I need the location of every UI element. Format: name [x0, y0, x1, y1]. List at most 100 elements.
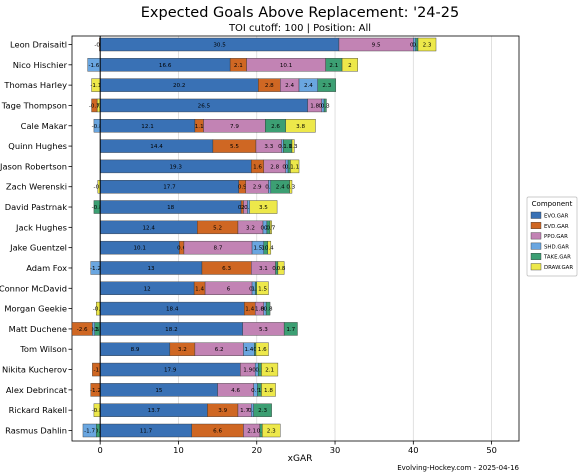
segment-value-label: 3.2: [178, 347, 187, 353]
player-label: Tage Thompson: [1, 100, 67, 110]
bar-segment: [262, 423, 281, 438]
player-label: Jack Hughes: [15, 222, 67, 232]
segment-value-label: 7.9: [230, 124, 239, 130]
segment-value-label: 1.5: [258, 286, 267, 292]
segment-value-label: 1.9: [243, 368, 252, 374]
segment-value-label: 2.8: [265, 83, 274, 89]
bar-segment: [285, 119, 316, 133]
legend-entry: EVD.GAR: [544, 224, 569, 230]
segment-value-label: 19.3: [169, 164, 182, 170]
bar-segment: [265, 301, 271, 316]
segment-value-label: -0.7: [89, 103, 100, 109]
segment-value-label: 10.1: [133, 246, 146, 252]
x-axis-label: xGAR: [288, 454, 313, 464]
player-label: Leon Draisaitl: [10, 40, 67, 50]
bar-segment: [82, 423, 97, 438]
segment-value-label: 2.1: [265, 368, 274, 374]
bar-segment: [261, 362, 279, 377]
segment-value-label: 0.2: [278, 144, 287, 150]
segment-value-label: -1.2: [90, 388, 101, 394]
player-label: Rasmus Dahlin: [5, 426, 67, 436]
plot-frame: [71, 35, 520, 442]
segment-value-label: -2.6: [77, 327, 88, 333]
segment-value-label: 0.3: [318, 103, 327, 109]
player-label: Jason Robertson: [0, 161, 67, 171]
segment-value-label: 1.4: [245, 307, 254, 313]
segment-value-label: 2.1: [234, 63, 243, 69]
segment-value-label: 0.3: [321, 103, 330, 109]
segment-value-label: -0.4: [93, 103, 104, 109]
segment-value-label: 0.3: [285, 164, 294, 170]
segment-value-label: 0.7: [266, 225, 275, 231]
segment-value-label: 0: [253, 347, 257, 353]
segment-value-label: -0.8: [92, 408, 103, 414]
segment-value-label: -0.3: [94, 185, 105, 191]
legend-entry: TAKE.GAR: [543, 255, 571, 261]
segment-value-label: 0.8: [277, 266, 286, 272]
segment-value-label: -1: [93, 368, 99, 374]
segment-value-label: 1.5: [253, 246, 262, 252]
segment-value-label: 2.3: [267, 429, 276, 435]
segment-value-label: 6: [227, 286, 231, 292]
legend-swatch: [530, 222, 542, 230]
player-label: Cale Makar: [21, 121, 68, 131]
segment-value-label: 18.4: [166, 307, 179, 313]
bar-segment: [291, 139, 295, 153]
segment-value-label: 0.8: [264, 307, 273, 313]
segment-value-label: 26.5: [198, 103, 211, 109]
segment-value-label: 18.2: [165, 327, 177, 333]
bar-segment: [253, 403, 272, 417]
segment-value-label: 0.8: [261, 225, 270, 231]
segment-value-label: -1.2: [90, 266, 101, 272]
bar-segment: [255, 342, 269, 356]
bar-segment: [267, 240, 272, 255]
player-label: Rickard Rakell: [9, 405, 67, 415]
segment-value-label: 18: [167, 205, 175, 211]
segment-value-label: -0.5: [93, 429, 104, 435]
x-tick-label: 0: [98, 445, 103, 455]
segment-value-label: 2.3: [322, 83, 331, 89]
credit-text: Evolving-Hockey.com - 2025-04-16: [397, 464, 519, 472]
segment-value-label: 4.6: [231, 388, 240, 394]
segment-value-label: 17.9: [164, 368, 177, 374]
segment-value-label: 11.7: [140, 429, 153, 435]
segment-value-label: 30.5: [213, 43, 226, 49]
segment-value-label: 1.4: [195, 286, 204, 292]
player-label: Nikita Kucherov: [2, 365, 67, 375]
segment-value-label: 12: [144, 286, 151, 292]
segment-value-label: 2.1: [329, 63, 338, 69]
segment-value-label: 0.4: [252, 368, 261, 374]
legend-entry: DRAW.GAR: [544, 265, 573, 271]
segment-value-label: -0.8: [92, 205, 103, 211]
bar-segment: [323, 98, 327, 113]
segment-value-label: 1.1: [290, 164, 299, 170]
player-label: David Pastrnak: [5, 202, 67, 212]
player-label: Alex Debrincat: [6, 385, 68, 395]
segment-value-label: 2.6: [271, 124, 280, 130]
player-label: Jake Guentzel: [9, 243, 67, 253]
segment-value-label: 1.1: [252, 286, 261, 292]
segment-value-label: 0.3: [265, 185, 274, 191]
player-label: Nico Hischier: [13, 60, 68, 70]
segment-value-label: -0.8: [92, 124, 103, 130]
segment-value-label: 0.5: [251, 388, 260, 394]
segment-value-label: 12.4: [142, 225, 155, 231]
segment-value-label: 5.2: [213, 225, 222, 231]
legend-swatch: [530, 232, 542, 240]
segment-value-label: 2.9: [253, 185, 262, 191]
segment-value-label: 0.3: [257, 429, 266, 435]
segment-value-label: 3.1: [259, 266, 268, 272]
segment-value-label: 2.4: [276, 185, 285, 191]
segment-value-label: 0.3: [282, 164, 291, 170]
segment-value-label: 10.1: [280, 63, 293, 69]
segment-value-label: 0.4: [261, 307, 270, 313]
segment-value-label: 1.8: [310, 103, 319, 109]
segment-value-label: 15: [155, 388, 163, 394]
segment-value-label: 1.3: [261, 246, 270, 252]
legend: Component EVO.GAR EVD.GAR PPO.GAR SHD.GAR TAK…: [526, 196, 578, 277]
segment-value-label: 1.1: [283, 144, 292, 150]
legend-swatch: [530, 252, 542, 260]
segment-value-label: 2.8: [270, 164, 279, 170]
bar-segment: [71, 322, 93, 336]
player-label: Matt Duchene: [9, 324, 67, 334]
